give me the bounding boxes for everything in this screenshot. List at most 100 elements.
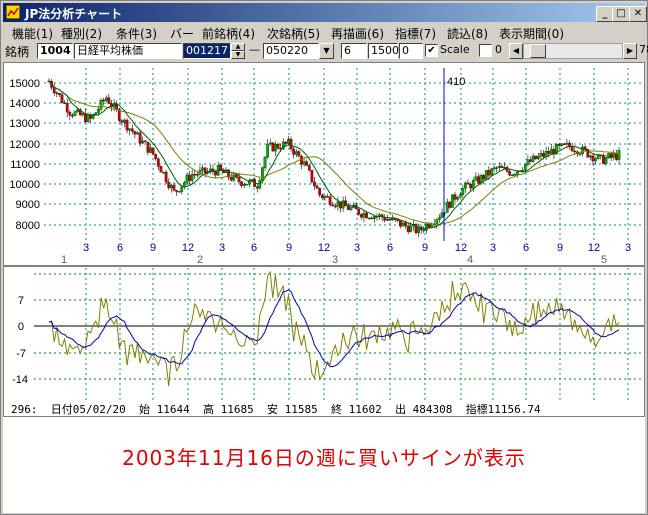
chart-area[interactable]: 410 15000 14000 13000 12000 11000 10000 …	[3, 62, 645, 417]
stock-label: 銘柄	[5, 45, 30, 59]
candle-body	[313, 181, 316, 187]
candle-body	[448, 201, 452, 208]
y-tick-label: 8000	[16, 220, 40, 232]
menu-prev-stock[interactable]: 前銘柄(4)	[202, 27, 255, 41]
param1-input[interactable]: 6	[341, 43, 367, 59]
status-open: 11644	[156, 403, 190, 416]
candle-body	[120, 120, 124, 123]
candle-body	[492, 167, 496, 170]
candle-body	[409, 225, 413, 233]
scroll-right-button[interactable]: ▶	[623, 43, 637, 59]
candle-body	[180, 186, 184, 192]
status-open-label: 始	[138, 403, 150, 416]
candle-body	[55, 92, 59, 95]
menu-indicator[interactable]: 指標(7)	[395, 27, 436, 41]
candle-body	[266, 143, 269, 158]
candle-body	[510, 174, 514, 177]
candle-body	[430, 224, 433, 228]
candle-body	[586, 149, 590, 158]
candle-body	[523, 164, 527, 171]
y-tick-label: 15000	[9, 78, 40, 90]
candle-body	[555, 144, 558, 155]
candle-body	[255, 186, 259, 189]
end-date-select[interactable]: 050220	[263, 43, 319, 59]
candle-body	[156, 158, 160, 167]
candle-body	[547, 151, 551, 154]
oscillator-line	[48, 270, 620, 386]
candle-body	[456, 197, 459, 200]
date-up-button[interactable]: ▲	[231, 43, 245, 51]
candle-body	[596, 154, 600, 159]
price-panel: 410 15000 14000 13000 12000 11000 10000 …	[9, 68, 644, 266]
title-bar[interactable]: JP法分析チャート _ □ ✕	[3, 3, 647, 22]
menu-kinou[interactable]: 機能(1)	[12, 27, 53, 41]
chevron-down-icon[interactable]: ▼	[319, 43, 334, 59]
candle-body	[138, 132, 142, 144]
x-tick-label: 9	[150, 242, 156, 254]
scale-label: Scale	[440, 43, 470, 56]
period-scrollbar[interactable]	[523, 43, 623, 59]
candle-body	[445, 201, 449, 213]
x-tick-label: 12	[455, 242, 467, 254]
candle-body	[549, 148, 553, 154]
candle-body	[396, 219, 400, 221]
candle-body	[276, 143, 280, 149]
candle-body	[406, 225, 410, 233]
stock-code-input[interactable]: 1004	[37, 43, 73, 59]
date-down-button[interactable]: ▼	[231, 51, 245, 59]
candle-body	[58, 93, 61, 95]
y-tick-label: 10000	[9, 179, 40, 191]
x-tick-label: 3	[354, 242, 360, 254]
candle-body	[367, 217, 371, 220]
candle-body	[297, 151, 301, 157]
candle-body	[78, 109, 82, 116]
menu-display-period[interactable]: 表示期間(0)	[499, 27, 564, 41]
candle-body	[268, 142, 272, 145]
menu-next-stock[interactable]: 次銘柄(5)	[267, 27, 320, 41]
candle-body	[508, 171, 512, 176]
scrollbar-thumb[interactable]	[530, 44, 546, 58]
candle-body	[544, 151, 548, 157]
x-tick-label: 3	[83, 242, 89, 254]
candle-body	[271, 142, 275, 152]
candle-body	[427, 223, 431, 228]
start-date-input[interactable]: 001217	[183, 43, 231, 59]
candle-body	[562, 143, 566, 145]
menu-shubetsu[interactable]: 種別(2)	[61, 27, 102, 41]
candle-body	[94, 112, 98, 115]
candle-body	[68, 112, 72, 116]
menu-redraw[interactable]: 再描画(6)	[331, 27, 384, 41]
scroll-left-button[interactable]: ◀	[509, 43, 523, 59]
candle-body	[565, 142, 569, 145]
x-tick-label: 12	[588, 242, 600, 254]
candle-body	[209, 168, 212, 172]
candle-body	[602, 155, 605, 164]
param2-input[interactable]: 1500	[368, 43, 399, 59]
candle-body	[300, 156, 303, 165]
menu-jouken[interactable]: 条件(3)	[116, 27, 157, 41]
maximize-button[interactable]: □	[612, 6, 630, 22]
candle-body	[123, 119, 126, 123]
candle-body	[386, 219, 389, 221]
candle-body	[190, 174, 194, 181]
candle-body	[154, 153, 158, 160]
x-tick-label: 9	[286, 242, 292, 254]
status-date: 05/02/20	[72, 403, 126, 416]
zero-checkbox[interactable]	[479, 44, 492, 57]
menu-load[interactable]: 読込(8)	[447, 27, 488, 41]
param3-input[interactable]: 0	[399, 43, 423, 59]
candle-body	[162, 171, 165, 174]
menu-bar-type[interactable]: バー	[170, 27, 195, 41]
close-button[interactable]: ✕	[629, 6, 647, 22]
candle-body	[479, 175, 483, 184]
price-grid	[44, 82, 644, 226]
edge-value: 78	[639, 43, 648, 56]
y-tick-label: 0	[18, 321, 24, 333]
candle-body	[76, 109, 79, 112]
status-indicator: 11156.74	[487, 403, 541, 416]
candle-body	[594, 158, 597, 162]
scale-checkbox[interactable]: ✔	[425, 44, 438, 57]
x-tick-label: 12	[182, 242, 194, 254]
candle-body	[581, 146, 584, 154]
candle-body	[219, 165, 223, 171]
